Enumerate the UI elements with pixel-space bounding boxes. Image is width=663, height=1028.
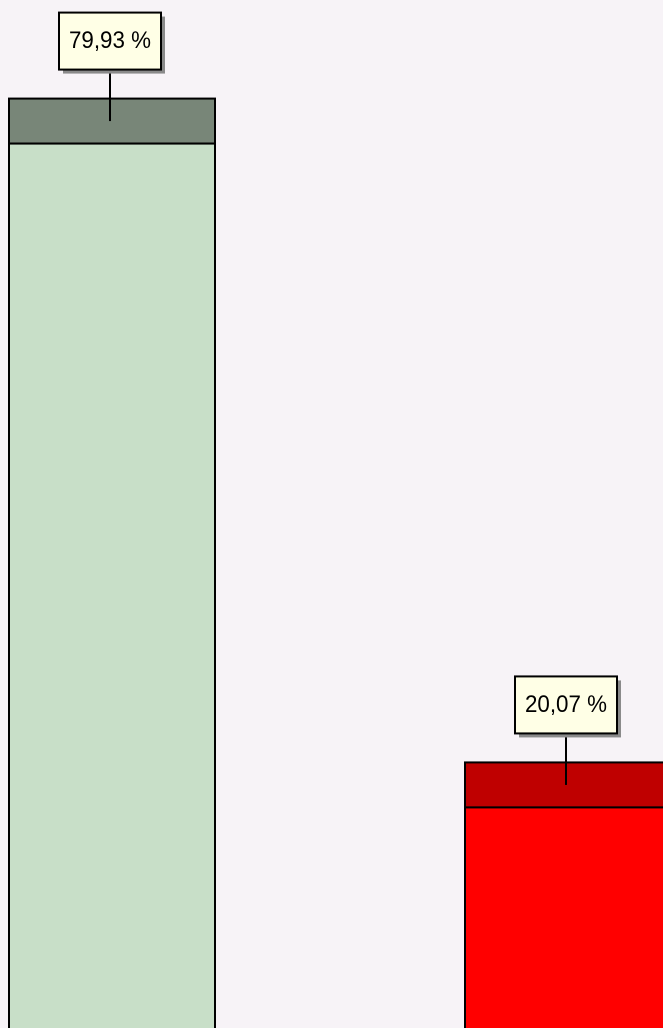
value-label: 20,07 % — [525, 691, 607, 718]
label-box — [514, 675, 618, 735]
bar-top — [464, 761, 663, 809]
label-box — [58, 11, 162, 71]
value-label: 79,93 % — [69, 27, 151, 54]
bar-top — [8, 97, 216, 145]
bar — [464, 806, 663, 1028]
bar — [8, 142, 216, 1028]
